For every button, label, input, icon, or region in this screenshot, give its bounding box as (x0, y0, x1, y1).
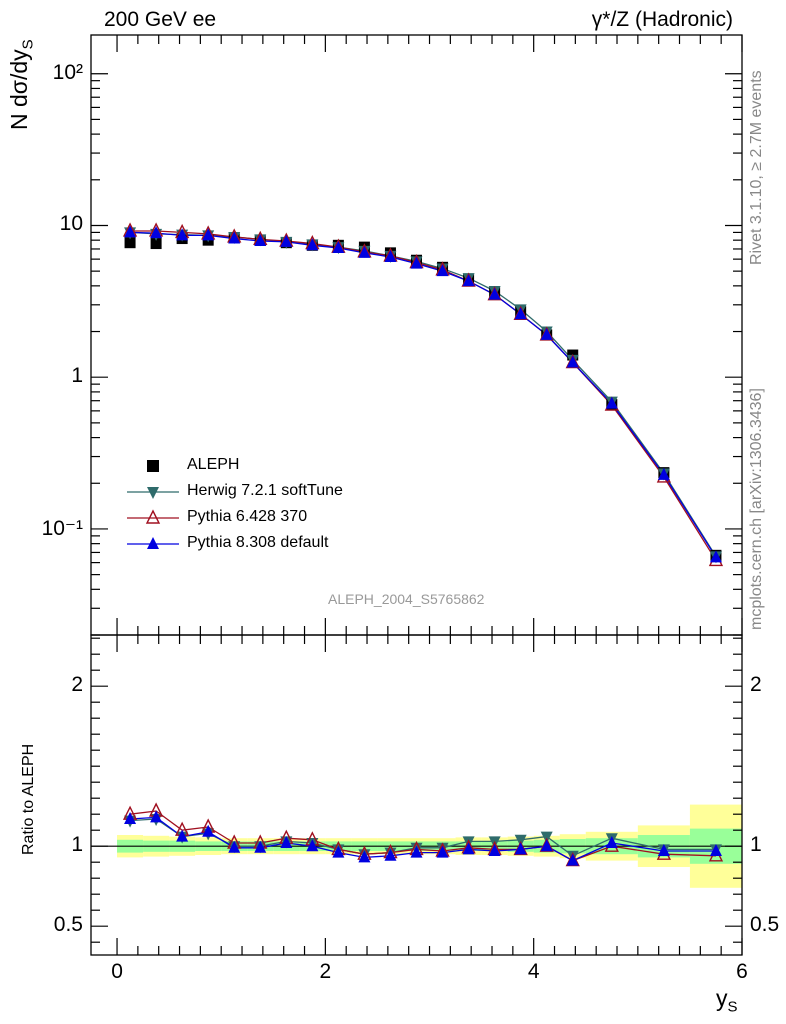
ratio-point-pythia-8-308-default (462, 842, 475, 855)
ratio-point-pythia-8-308-default (254, 840, 267, 853)
point-pythia-8-308-default (124, 225, 137, 238)
main-y-tick-label: 10⁻¹ (41, 516, 83, 540)
ratio-point-pythia-8-308-default (280, 836, 293, 848)
ratio-point-pythia-8-308-default (150, 810, 163, 823)
point-pythia-8-308-default (436, 264, 449, 277)
ratio-point-herwig-7-2-1-softtune (514, 834, 527, 847)
rivet-version-label: Rivet 3.1.10, ≥ 2.7M events (748, 70, 765, 265)
ratio-point-pythia-8-308-default (384, 848, 397, 861)
ratio-point-pythia-8-308-default (709, 844, 722, 856)
legend (127, 460, 179, 549)
point-pythia-8-308-default (410, 256, 423, 269)
x-tick-label: 2 (319, 960, 332, 983)
legend-label-herwig-7-2-1-softtune: Herwig 7.2.1 softTune (187, 482, 343, 499)
ratio-point-pythia-8-308-default (358, 850, 371, 863)
ratio-point-pythia-8-308-default (566, 853, 579, 866)
point-pythia-8-308-default (566, 355, 579, 368)
main-y-tick-label: 1 (71, 364, 83, 388)
ratio-point-pythia-8-308-default (410, 845, 423, 858)
ratio-y-axis-label: Ratio to ALEPH (20, 743, 37, 855)
point-pythia-8-308-default (384, 249, 397, 262)
point-pythia-8-308-default (540, 327, 553, 340)
main-y-axis-label: N dσ/dyS (6, 39, 37, 130)
point-pythia-8-308-default (514, 307, 527, 320)
point-pythia-8-308-default (254, 234, 267, 247)
ratio-y-tick-label-left: 1 (71, 833, 83, 857)
legend-marker-herwig-7-2-1-softtune (147, 487, 159, 499)
legend-label-aleph: ALEPH (187, 456, 240, 473)
ratio-point-pythia-8-308-default (202, 824, 215, 837)
legend-label-pythia-6-428-370: Pythia 6.428 370 (187, 508, 308, 525)
ratio-point-pythia-8-308-default (306, 839, 319, 852)
main-y-tick-label: 10 (59, 212, 83, 236)
legend-marker-aleph (147, 460, 159, 472)
x-tick-label: 6 (736, 960, 748, 983)
main-y-tick-label: 10² (52, 60, 83, 84)
ratio-point-pythia-8-308-default (228, 840, 241, 853)
point-pythia-8-308-default (150, 226, 163, 239)
ratio-y-tick-label-left: 0.5 (53, 913, 83, 937)
ratio-point-herwig-7-2-1-softtune (540, 831, 553, 844)
ratio-point-pythia-8-308-default (176, 829, 189, 842)
x-axis-label: yS (716, 985, 738, 1016)
point-pythia-8-308-default (605, 396, 618, 409)
point-pythia-8-308-default (358, 245, 371, 258)
legend-marker-pythia-8-308-default (147, 537, 159, 549)
ratio-plot-frame (90, 634, 743, 956)
ratio-point-pythia-8-308-default (540, 839, 553, 852)
ratio-series-markers (122, 802, 724, 867)
ratio-point-pythia-8-308-default (124, 812, 137, 824)
ratio-point-pythia-8-308-default (514, 842, 527, 855)
ratio-y-tick-label-right: 2 (750, 673, 762, 697)
point-pythia-8-308-default (202, 228, 215, 241)
ratio-y-tick-label-right: 1 (750, 833, 762, 857)
axis-ticks (91, 35, 743, 955)
legend-marker-pythia-6-428-370 (145, 509, 161, 524)
ratio-point-pythia-8-308-default (605, 836, 618, 848)
point-pythia-8-308-default (228, 231, 241, 244)
ratio-y-tick-label-right: 0.5 (750, 913, 780, 937)
process-label: γ*/Z (Hadronic) (591, 8, 733, 31)
point-pythia-8-308-default (280, 234, 293, 247)
point-pythia-8-308-default (462, 274, 475, 287)
ratio-point-pythia-8-308-default (436, 845, 449, 858)
point-pythia-8-308-default (176, 228, 189, 241)
point-aleph (150, 238, 162, 250)
legend-label-pythia-8-308-default: Pythia 8.308 default (187, 534, 329, 551)
ratio-y-tick-label-left: 2 (71, 673, 83, 697)
point-pythia-8-308-default (657, 467, 670, 480)
ratio-point-pythia-8-308-default (488, 844, 501, 856)
ratio-point-pythia-8-308-default (332, 845, 345, 858)
analysis-id-watermark: ALEPH_2004_S5765862 (328, 591, 485, 607)
point-aleph (124, 237, 136, 249)
energy-label: 200 GeV ee (104, 8, 217, 31)
ratio-point-pythia-8-308-default (657, 844, 670, 856)
mcplots-reference-label: mcplots.cern.ch [arXiv:1306.3436] (748, 388, 765, 630)
main-series-markers (122, 222, 724, 567)
plot-frames (90, 34, 743, 956)
x-tick-label: 4 (527, 960, 540, 983)
point-pythia-8-308-default (306, 238, 319, 251)
point-pythia-8-308-default (332, 241, 345, 254)
x-tick-label: 0 (111, 960, 123, 983)
point-pythia-8-308-default (488, 287, 501, 300)
point-pythia-8-308-default (709, 550, 722, 563)
